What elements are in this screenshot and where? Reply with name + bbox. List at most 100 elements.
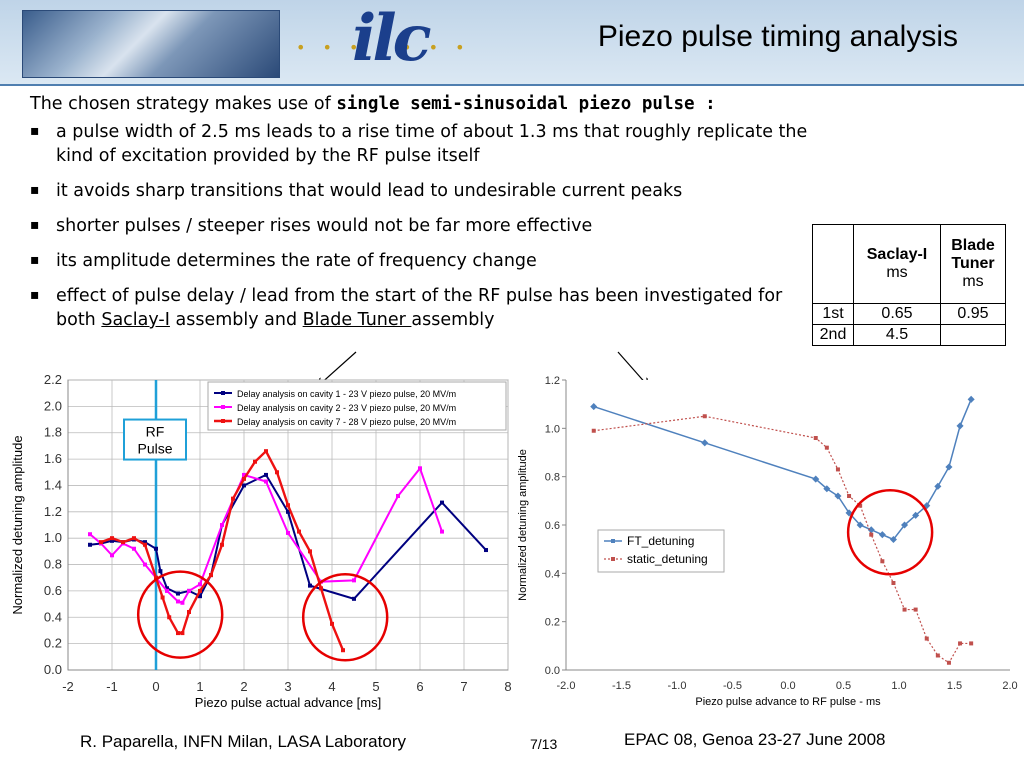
data-point bbox=[88, 542, 92, 547]
legend-label: static_detuning bbox=[627, 552, 708, 566]
y-axis-label: Normalized detuning amplitude bbox=[10, 435, 25, 614]
data-point bbox=[396, 494, 400, 498]
bullet-item: effect of pulse delay / lead from the st… bbox=[30, 283, 816, 332]
data-point bbox=[264, 479, 268, 484]
data-point bbox=[330, 621, 334, 626]
data-point bbox=[209, 573, 213, 578]
data-point bbox=[198, 594, 202, 599]
legend-box bbox=[597, 529, 725, 573]
y-tick-label: 0.0 bbox=[44, 662, 62, 677]
data-point bbox=[275, 470, 279, 475]
legend-marker bbox=[611, 539, 615, 543]
data-point bbox=[143, 542, 147, 547]
data-point bbox=[110, 538, 114, 543]
header-bar: • • • • • • • ilc Piezo pulse timing ana… bbox=[0, 0, 1024, 86]
plot-area bbox=[566, 380, 1010, 670]
data-point bbox=[143, 540, 147, 545]
legend-marker bbox=[611, 557, 615, 561]
x-tick-label: -1 bbox=[106, 679, 118, 694]
footer-author: R. Paparella, INFN Milan, LASA Laborator… bbox=[80, 732, 406, 751]
y-tick-label: 0.6 bbox=[44, 583, 62, 598]
data-point bbox=[160, 595, 165, 600]
data-point bbox=[891, 581, 896, 585]
data-point bbox=[591, 428, 596, 433]
data-point bbox=[154, 575, 158, 580]
x-tick-label: -1.0 bbox=[668, 680, 687, 692]
data-point bbox=[220, 542, 224, 547]
highlight-circle bbox=[136, 570, 224, 659]
data-point bbox=[958, 641, 963, 646]
data-point bbox=[867, 526, 875, 534]
saclay-label: Saclay-I bbox=[101, 310, 170, 330]
y-tick-label: 0.0 bbox=[545, 665, 560, 677]
bullet-item: its amplitude determines the rate of fre… bbox=[30, 248, 830, 273]
data-point bbox=[176, 631, 180, 636]
table-cell: 0.65 bbox=[853, 303, 941, 325]
data-point bbox=[297, 529, 301, 534]
slide-content: The chosen strategy makes use of single … bbox=[30, 92, 830, 343]
data-point bbox=[198, 588, 202, 593]
legend-marker bbox=[221, 391, 225, 395]
y-tick-label: 1.2 bbox=[545, 375, 560, 387]
data-point bbox=[88, 532, 92, 537]
x-tick-label: -2 bbox=[62, 679, 74, 694]
data-point bbox=[242, 472, 246, 477]
y-tick-label: 1.0 bbox=[44, 530, 62, 545]
x-tick-label: 1.5 bbox=[947, 680, 962, 692]
legend-label: Delay analysis on cavity 7 - 28 V piezo … bbox=[237, 417, 456, 427]
data-point bbox=[319, 586, 323, 591]
legend-marker bbox=[221, 419, 225, 423]
bullet-list: a pulse width of 2.5 ms leads to a rise … bbox=[30, 119, 830, 332]
data-point bbox=[198, 582, 202, 587]
data-point bbox=[835, 467, 840, 472]
data-point bbox=[158, 569, 163, 574]
y-tick-label: 0.4 bbox=[44, 609, 62, 624]
x-tick-label: 5 bbox=[372, 679, 379, 694]
data-point bbox=[176, 591, 180, 596]
table-header-blade: Blade Tuner ms bbox=[940, 224, 1006, 304]
data-point bbox=[812, 475, 820, 483]
x-tick-label: 0.0 bbox=[780, 680, 795, 692]
y-tick-label: 0.4 bbox=[545, 568, 560, 580]
table-cell: 2nd bbox=[812, 324, 854, 346]
bullet-text: assembly and bbox=[169, 310, 303, 330]
intro-bold: single semi-sinusoidal piezo pulse : bbox=[336, 94, 716, 114]
data-point bbox=[121, 540, 125, 545]
footer-conference: EPAC 08, Genoa 23-27 June 2008 bbox=[624, 730, 886, 749]
y-tick-label: 1.6 bbox=[44, 451, 62, 466]
bullet-item: it avoids sharp transitions that would l… bbox=[30, 178, 830, 203]
table-header-blade-label: Blade Tuner bbox=[951, 237, 995, 272]
table-header-saclay: Saclay-I ms bbox=[853, 224, 941, 304]
data-point bbox=[132, 536, 136, 541]
data-point bbox=[286, 503, 290, 508]
bullet-item: shorter pulses / steeper rises would not… bbox=[30, 213, 830, 238]
y-tick-label: 1.4 bbox=[44, 477, 62, 492]
data-point bbox=[154, 546, 158, 551]
intro-text: The chosen strategy makes use of single … bbox=[30, 92, 830, 116]
y-tick-label: 2.2 bbox=[44, 372, 62, 387]
rf-pulse-label: RF bbox=[146, 424, 165, 440]
data-point bbox=[110, 536, 114, 541]
data-point bbox=[231, 496, 235, 501]
data-point bbox=[242, 476, 246, 481]
legend-marker bbox=[221, 405, 225, 409]
table-header-saclay-label: Saclay-I bbox=[866, 246, 928, 263]
x-tick-label: 6 bbox=[416, 679, 423, 694]
x-tick-label: 0.5 bbox=[836, 680, 851, 692]
bullet-text: effect of pulse delay / lead from the st… bbox=[56, 286, 783, 330]
data-point bbox=[286, 509, 290, 514]
table-cell: 4.5 bbox=[853, 324, 941, 346]
x-axis-label: Piezo pulse actual advance [ms] bbox=[195, 695, 381, 710]
data-point bbox=[418, 466, 422, 471]
data-point bbox=[187, 610, 191, 614]
data-point bbox=[165, 586, 169, 591]
x-tick-label: 4 bbox=[328, 679, 335, 694]
data-point bbox=[308, 549, 312, 554]
blade-label: Blade Tuner bbox=[302, 310, 412, 330]
data-point bbox=[253, 459, 257, 464]
data-point bbox=[858, 503, 863, 508]
x-tick-label: 0 bbox=[152, 679, 159, 694]
y-tick-label: 1.8 bbox=[44, 425, 62, 440]
table-cell bbox=[940, 324, 1006, 346]
data-point bbox=[701, 439, 709, 447]
